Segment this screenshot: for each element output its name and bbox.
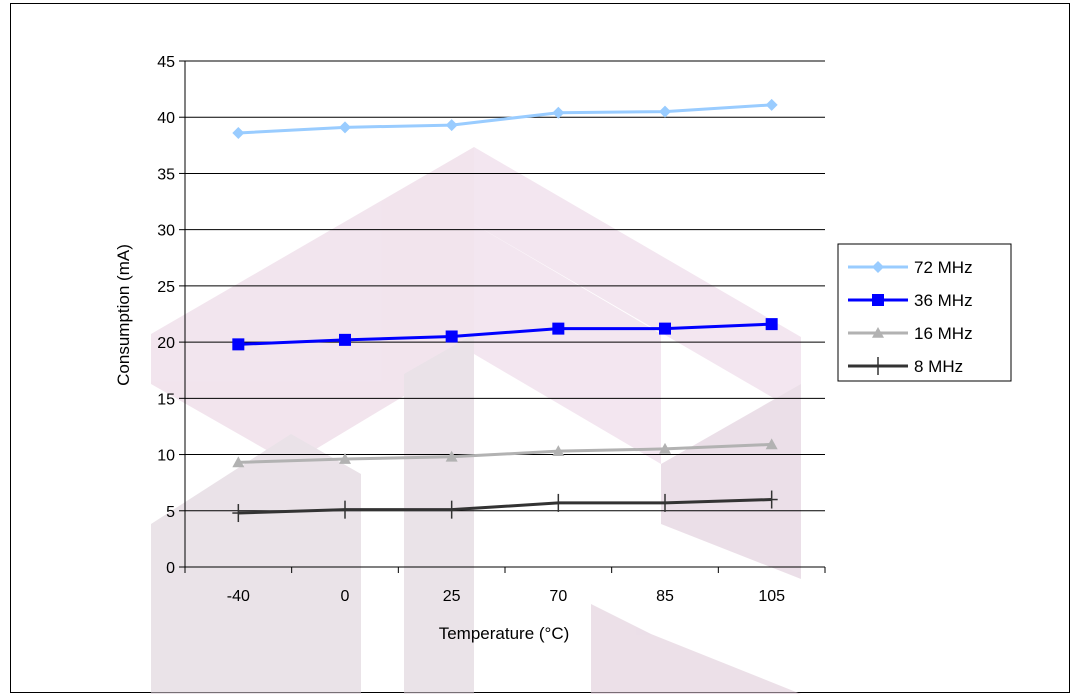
data-point: [659, 493, 671, 512]
legend-entry: 36 MHz: [848, 291, 973, 310]
y-tick-label: 40: [157, 110, 175, 127]
legend-label: 36 MHz: [914, 291, 973, 310]
legend-label: 16 MHz: [914, 324, 973, 343]
data-point: [552, 445, 565, 456]
data-point: [659, 322, 671, 335]
series-line: [238, 498, 772, 515]
data-point: [232, 338, 245, 351]
data-point: [659, 442, 671, 454]
x-axis-title: Temperature (°C): [439, 624, 570, 643]
data-point: [339, 500, 351, 519]
y-axis-title: Consumption (mA): [114, 244, 133, 386]
data-point: [552, 493, 565, 512]
legend-entry: 8 MHz: [848, 357, 963, 376]
data-point: [445, 330, 458, 343]
square-marker: [872, 294, 884, 306]
data-point: [765, 438, 778, 450]
diamond-marker: [872, 261, 884, 273]
data-point: [659, 105, 671, 118]
x-tick-label: -40: [227, 588, 250, 605]
series-line: [238, 103, 772, 135]
data-point: [765, 490, 778, 509]
data-point: [232, 126, 245, 139]
y-tick-label: 10: [157, 448, 175, 465]
y-tick-label: 15: [157, 391, 175, 408]
data-point: [445, 119, 458, 132]
y-tick-label: 45: [157, 54, 175, 71]
x-tick-label: 105: [758, 588, 785, 605]
data-point: [765, 318, 778, 331]
line-chart: 0 5 10 15 20 25 30 35 40 45 -40 0 25 70 85 105 Temperat…: [114, 54, 1012, 694]
x-tick-label: 25: [443, 588, 461, 605]
y-tick-label: 25: [157, 279, 175, 296]
watermark-logo: [151, 147, 801, 694]
x-tick-label: 85: [656, 588, 674, 605]
y-tick-label: 30: [157, 223, 175, 240]
series-line: [238, 322, 772, 346]
data-point: [445, 500, 458, 519]
legend-label: 8 MHz: [914, 357, 963, 376]
series-36-mhz: [232, 318, 778, 351]
y-tick-label: 20: [157, 335, 175, 352]
data-point: [232, 456, 245, 468]
triangle-marker: [872, 327, 884, 338]
data-point: [339, 121, 351, 134]
x-tick-label: 70: [549, 588, 567, 605]
axes: 0 5 10 15 20 25 30 35 40 45 -40 0 25 70 85 105: [157, 54, 826, 605]
data-point: [552, 106, 565, 119]
data-point: [765, 98, 778, 111]
legend-entry: 16 MHz: [848, 324, 973, 343]
y-tick-label: 0: [166, 560, 175, 577]
series-16-mhz: [232, 438, 778, 468]
y-tick-label: 35: [157, 166, 175, 183]
x-tick-label: 0: [341, 588, 350, 605]
legend-label: 72 MHz: [914, 258, 973, 277]
legend-entry: 72 MHz: [848, 258, 973, 277]
data-point: [339, 333, 351, 346]
chart-frame: 0 5 10 15 20 25 30 35 40 45 -40 0 25 70 85 105 Temperat…: [10, 3, 1070, 694]
plus-marker: [872, 357, 884, 375]
series-line: [238, 442, 772, 464]
series-72-mhz: [232, 98, 778, 139]
legend: 72 MHz 36 MHz 16 MHz 8 MHz: [837, 243, 1012, 382]
data-point: [552, 322, 565, 335]
data-point: [339, 453, 351, 464]
series-8-mhz: [232, 490, 778, 523]
data-point: [445, 450, 458, 462]
y-tick-label: 5: [166, 504, 175, 521]
series-layer: [232, 98, 778, 523]
data-point: [232, 504, 245, 523]
